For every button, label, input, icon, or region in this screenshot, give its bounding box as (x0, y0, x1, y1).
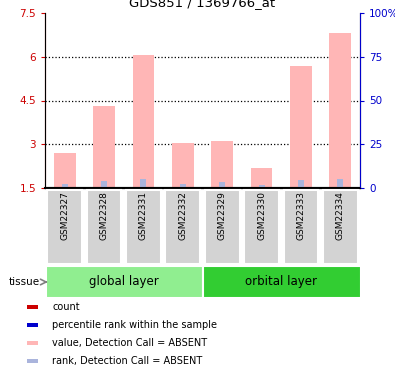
Bar (166, 189, 200, 264)
Bar (323, 189, 357, 264)
Bar (87, 189, 121, 264)
Text: GSM22331: GSM22331 (139, 191, 148, 240)
Bar (205, 189, 239, 264)
Bar (244, 189, 279, 264)
Bar (180, 184, 186, 188)
Bar (133, 55, 154, 188)
Bar (251, 168, 273, 188)
Bar (54, 153, 75, 188)
Bar (219, 182, 225, 188)
Bar (284, 189, 318, 264)
Text: rank, Detection Call = ABSENT: rank, Detection Call = ABSENT (52, 356, 203, 366)
Bar (93, 106, 115, 188)
Text: orbital layer: orbital layer (245, 276, 317, 288)
Text: GSM22334: GSM22334 (336, 191, 345, 240)
Text: GSM22330: GSM22330 (257, 191, 266, 240)
Bar (298, 180, 304, 188)
Text: GSM22328: GSM22328 (100, 191, 109, 240)
Bar (126, 189, 161, 264)
Text: value, Detection Call = ABSENT: value, Detection Call = ABSENT (52, 338, 207, 348)
Bar (172, 143, 194, 188)
Bar (62, 184, 68, 188)
Bar (27, 323, 38, 327)
Text: global layer: global layer (89, 276, 159, 288)
Bar (101, 181, 107, 188)
Bar (329, 33, 351, 188)
Bar (27, 359, 38, 363)
Bar (259, 184, 265, 188)
Text: count: count (52, 302, 80, 312)
Title: GDS851 / 1369766_at: GDS851 / 1369766_at (130, 0, 276, 9)
Text: percentile rank within the sample: percentile rank within the sample (52, 320, 217, 330)
Bar (203, 266, 361, 298)
Bar (290, 66, 312, 188)
Bar (140, 179, 147, 188)
Text: GSM22329: GSM22329 (218, 191, 227, 240)
Text: GSM22333: GSM22333 (296, 191, 305, 240)
Text: GSM22332: GSM22332 (178, 191, 187, 240)
Bar (27, 305, 38, 309)
Bar (337, 178, 343, 188)
Text: tissue: tissue (9, 277, 40, 287)
Bar (27, 341, 38, 345)
Bar (46, 266, 203, 298)
Bar (211, 141, 233, 188)
Text: GSM22327: GSM22327 (60, 191, 69, 240)
Bar (47, 189, 82, 264)
